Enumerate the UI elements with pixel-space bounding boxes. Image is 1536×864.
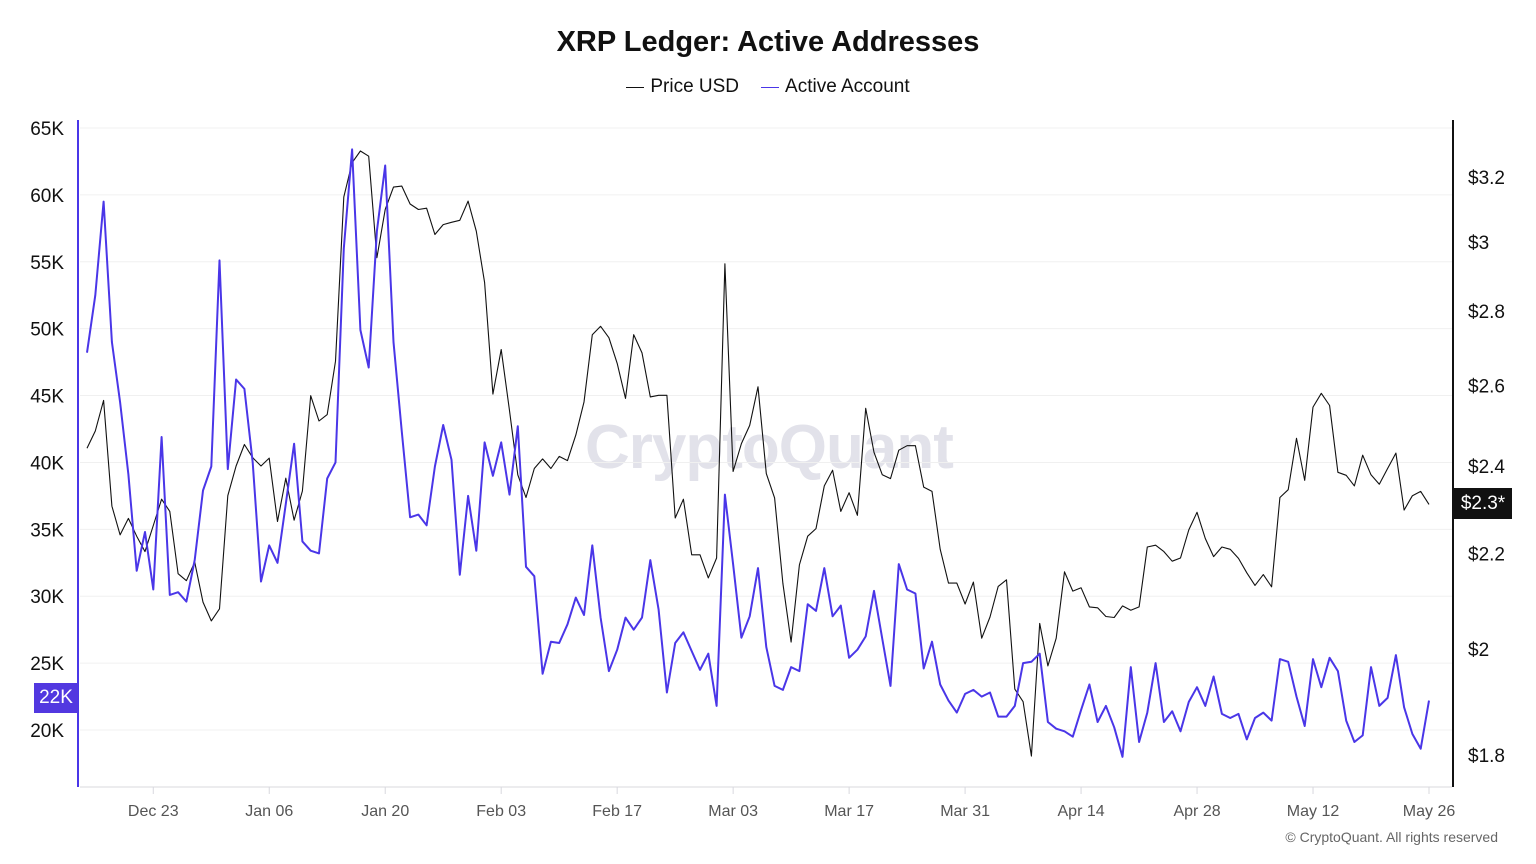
- x-tick-label: Jan 06: [245, 803, 293, 820]
- series-lines: [86, 148, 1430, 758]
- y-left-tick-label: 20K: [30, 721, 64, 742]
- x-tick-label: Mar 03: [708, 803, 758, 820]
- x-tick-label: Jan 20: [361, 803, 409, 820]
- tick-labels: 65K 60K 55K 50K 45K 40K 35K 30K 25K 20K $3.2 $3 $2.8…: [30, 119, 1505, 820]
- legend-label-price: Price USD: [650, 76, 740, 97]
- y-left-tick-label: 45K: [30, 387, 64, 408]
- y-left-tick-label: 55K: [30, 253, 64, 274]
- current-price-badge: $2.3*: [1454, 488, 1512, 519]
- y-left-tick-label: 65K: [30, 119, 64, 140]
- x-tick-label: Mar 17: [824, 803, 874, 820]
- y-left-tick-label: 50K: [30, 320, 64, 341]
- chart-title: XRP Ledger: Active Addresses: [556, 26, 980, 58]
- legend-swatch-active: [761, 86, 780, 88]
- x-tick-label: Feb 03: [476, 803, 526, 820]
- y-right-tick-label: $3.2: [1468, 168, 1505, 189]
- y-right-tick-label: $2.6: [1468, 377, 1505, 398]
- y-right-tick-label: $2.2: [1468, 544, 1505, 565]
- legend-swatch-price: [626, 86, 645, 88]
- legend: Price USD Active Account: [0, 76, 1536, 98]
- x-tick-label: May 26: [1403, 803, 1456, 820]
- x-tick-label: Feb 17: [592, 803, 642, 820]
- gridlines: [80, 127, 1452, 731]
- y-left-tick-label: 60K: [30, 186, 64, 207]
- price-usd-line: [86, 150, 1430, 757]
- y-right-tick-label: $2.8: [1468, 302, 1505, 323]
- x-tick-label: Mar 31: [940, 803, 990, 820]
- y-left-tick-label: 30K: [30, 587, 64, 608]
- y-right-tick-label: $2: [1468, 640, 1489, 661]
- active-account-line: [86, 148, 1430, 758]
- current-active-badge: 22K: [34, 683, 78, 713]
- legend-item-active[interactable]: Active Account: [761, 76, 910, 98]
- axes: [77, 120, 1454, 794]
- x-tick-label: May 12: [1287, 803, 1340, 820]
- y-left-tick-label: 25K: [30, 654, 64, 675]
- x-tick-label: Apr 28: [1173, 803, 1220, 820]
- copyright-footer: © CryptoQuant. All rights reserved: [1285, 829, 1498, 845]
- legend-item-price[interactable]: Price USD: [626, 76, 739, 98]
- legend-label-active: Active Account: [785, 76, 910, 97]
- x-tick-label: Apr 14: [1058, 803, 1105, 820]
- y-left-tick-label: 40K: [30, 453, 64, 474]
- y-left-tick-label: 35K: [30, 520, 64, 541]
- y-right-tick-label: $1.8: [1468, 746, 1505, 767]
- y-right-tick-label: $3: [1468, 233, 1489, 254]
- x-tick-label: Dec 23: [128, 803, 179, 820]
- y-right-tick-label: $2.4: [1468, 457, 1505, 478]
